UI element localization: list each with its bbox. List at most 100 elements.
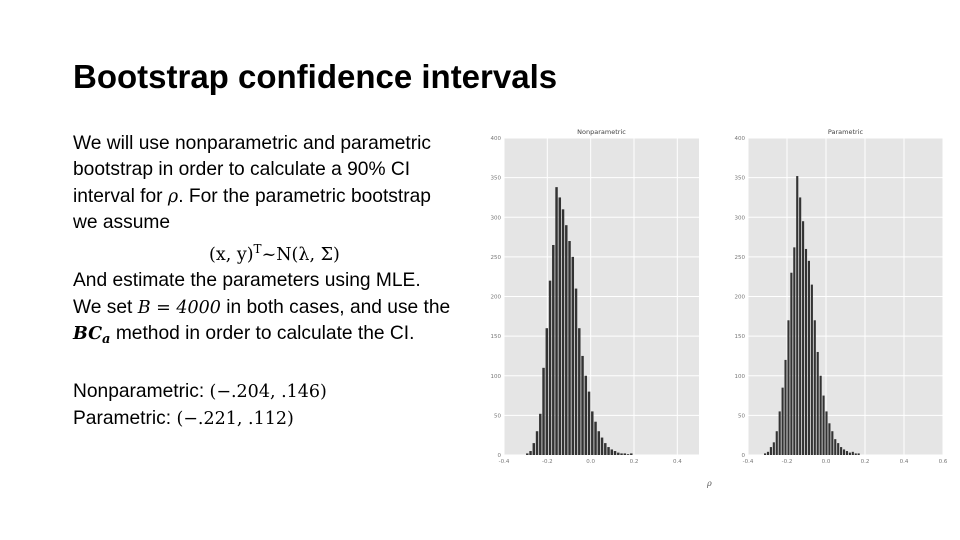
chart-1-y-tick-label: 200 bbox=[735, 295, 746, 301]
equation-right: ~N(λ, Σ) bbox=[261, 245, 340, 266]
slide-body: We will use nonparametric and parametric… bbox=[73, 131, 473, 432]
chart-1-histogram-bar bbox=[799, 197, 802, 455]
x-axis-symbol: ρ bbox=[707, 479, 712, 488]
chart-0-histogram-bar bbox=[584, 375, 588, 455]
chart-1-y-tick-label: 400 bbox=[735, 136, 746, 142]
chart-0-y-tick-label: 150 bbox=[491, 334, 502, 340]
chart-1-y-tick-label: 50 bbox=[738, 413, 745, 419]
chart-0-y-tick-label: 50 bbox=[494, 413, 501, 419]
chart-1-histogram-bar bbox=[840, 447, 843, 455]
chart-0-histogram-bar bbox=[568, 241, 571, 455]
chart-0-histogram-bar bbox=[539, 413, 542, 455]
body-line-3-text-a: interval for bbox=[73, 185, 168, 207]
body-line-4: we assume bbox=[73, 211, 171, 233]
chart-1-histogram-bar bbox=[813, 320, 816, 455]
bca-math: BC bbox=[73, 324, 103, 345]
chart-0-histogram-bar bbox=[581, 355, 584, 455]
chart-0-histogram-bar bbox=[529, 451, 532, 455]
chart-0-histogram-bar bbox=[535, 431, 539, 455]
chart-0-histogram-bar bbox=[604, 443, 607, 455]
chart-1-histogram-bar bbox=[828, 423, 831, 455]
chart-0-histogram-bar bbox=[626, 454, 630, 455]
chart-1-histogram-bar bbox=[802, 221, 805, 455]
slide-title: Bootstrap confidence intervals bbox=[73, 58, 558, 95]
chart-0-y-tick-label: 100 bbox=[491, 374, 502, 380]
chart-1-histogram-bar bbox=[775, 431, 778, 455]
rho-symbol: ρ bbox=[167, 186, 179, 207]
chart-0-histogram-bar bbox=[610, 449, 614, 455]
chart-0-x-tick-label: 0.2 bbox=[630, 459, 639, 465]
chart-0-y-tick-label: 250 bbox=[491, 255, 502, 261]
chart-1-histogram-bar bbox=[810, 284, 813, 455]
chart-1-histogram-bar bbox=[848, 452, 851, 455]
chart-0-y-tick-label: 300 bbox=[491, 215, 502, 221]
nonparametric-result: Nonparametric: (−.204, .146) bbox=[73, 379, 473, 405]
chart-0-histogram-bar bbox=[548, 280, 552, 455]
body-line-6: We set B = 4000 in both cases, and use t… bbox=[73, 295, 473, 321]
chart-1-x-tick-label: 0.6 bbox=[939, 459, 948, 465]
chart-1-histogram-bar bbox=[769, 447, 772, 455]
chart-1-x-tick-label: -0.2 bbox=[782, 459, 793, 465]
chart-1-histogram-bar bbox=[842, 449, 846, 455]
chart-0-x-tick-label: -0.4 bbox=[499, 459, 510, 465]
chart-1-histogram-bar bbox=[764, 453, 767, 455]
chart-0-title: Nonparametric bbox=[577, 128, 626, 136]
chart-0-y-tick-label: 400 bbox=[491, 136, 502, 142]
chart-0-y-tick-label: 350 bbox=[491, 176, 502, 182]
chart-0-histogram-bar bbox=[526, 453, 529, 455]
body-line-6-text-b: in both cases, and use the bbox=[220, 296, 451, 318]
chart-1-histogram-bar bbox=[772, 442, 775, 455]
chart-1-x-tick-label: 0.0 bbox=[822, 459, 831, 465]
bca-subscript: a bbox=[102, 332, 111, 348]
distribution-equation: (x, y)T~N(λ, Σ) bbox=[73, 236, 473, 268]
chart-0-histogram-bar bbox=[571, 256, 575, 455]
equation-left: (x, y) bbox=[209, 245, 254, 266]
equation-transpose: T bbox=[253, 242, 262, 257]
body-line-7: BCa method in order to calculate the CI. bbox=[73, 321, 473, 353]
chart-1-x-tick-label: 0.4 bbox=[900, 459, 909, 465]
chart-0-histogram-bar bbox=[565, 225, 568, 455]
parametric-result: Parametric: (−.221, .112) bbox=[73, 406, 473, 432]
body-line-6-text-a: We set bbox=[73, 296, 138, 318]
chart-0-histogram-bar bbox=[591, 411, 594, 455]
body-line-2: bootstrap in order to calculate a 90% CI bbox=[73, 159, 411, 181]
chart-1-histogram-bar bbox=[837, 443, 840, 455]
chart-0-histogram-bar bbox=[558, 197, 562, 455]
chart-1-histogram-bar bbox=[790, 272, 793, 455]
parametric-label: Parametric: bbox=[73, 407, 177, 429]
spacer bbox=[73, 353, 473, 379]
chart-1-y-tick-label: 300 bbox=[735, 215, 746, 221]
chart-0-histogram-bar bbox=[542, 367, 545, 455]
chart-0-histogram-bar bbox=[620, 453, 623, 455]
chart-1-histogram-bar bbox=[851, 451, 854, 455]
chart-1-histogram-bar bbox=[781, 387, 784, 455]
chart-0-histogram-bar bbox=[594, 421, 597, 455]
chart-0-histogram-bar bbox=[578, 328, 581, 455]
chart-1-histogram-bar bbox=[825, 411, 828, 455]
chart-1-x-tick-label: 0.2 bbox=[861, 459, 870, 465]
chart-1-histogram-bar bbox=[778, 411, 781, 455]
chart-1-y-tick-label: 100 bbox=[735, 374, 746, 380]
chart-1-histogram-bar bbox=[822, 395, 825, 455]
chart-1-histogram-bar bbox=[831, 431, 834, 455]
chart-1-histogram-bar bbox=[793, 247, 796, 455]
chart-0-histogram-bar bbox=[561, 209, 565, 455]
body-line-3: interval for ρ. For the parametric boots… bbox=[73, 184, 473, 210]
parametric-histogram: 0 50 100 150 200 250 300 350 400 -0.4 -0.2 0.0 0.2 0.… bbox=[735, 128, 948, 465]
chart-0-histogram-bar bbox=[545, 328, 549, 455]
chart-0-histogram-bar bbox=[607, 447, 610, 455]
chart-1-histogram-bar bbox=[854, 453, 857, 455]
chart-0-histogram-bar bbox=[613, 451, 617, 455]
chart-1-histogram-bar bbox=[804, 248, 808, 455]
chart-1-histogram-bar bbox=[834, 439, 837, 455]
chart-0-histogram-bar bbox=[597, 431, 601, 455]
chart-1-y-tick-label: 250 bbox=[735, 255, 746, 261]
chart-0-histogram-bar bbox=[630, 453, 633, 455]
nonparametric-interval: (−.204, .146) bbox=[209, 382, 327, 403]
chart-0-histogram-bar bbox=[552, 244, 555, 455]
nonparametric-histogram: 0 50 100 150 200 250 300 350 400 -0.4 -0.2 0.0 0.2 0.… bbox=[491, 128, 699, 465]
chart-0-histogram-bar bbox=[555, 187, 558, 455]
chart-1-histogram-bar bbox=[796, 176, 799, 455]
chart-1-y-tick-label: 350 bbox=[735, 176, 746, 182]
chart-1-histogram-bar bbox=[787, 320, 790, 455]
